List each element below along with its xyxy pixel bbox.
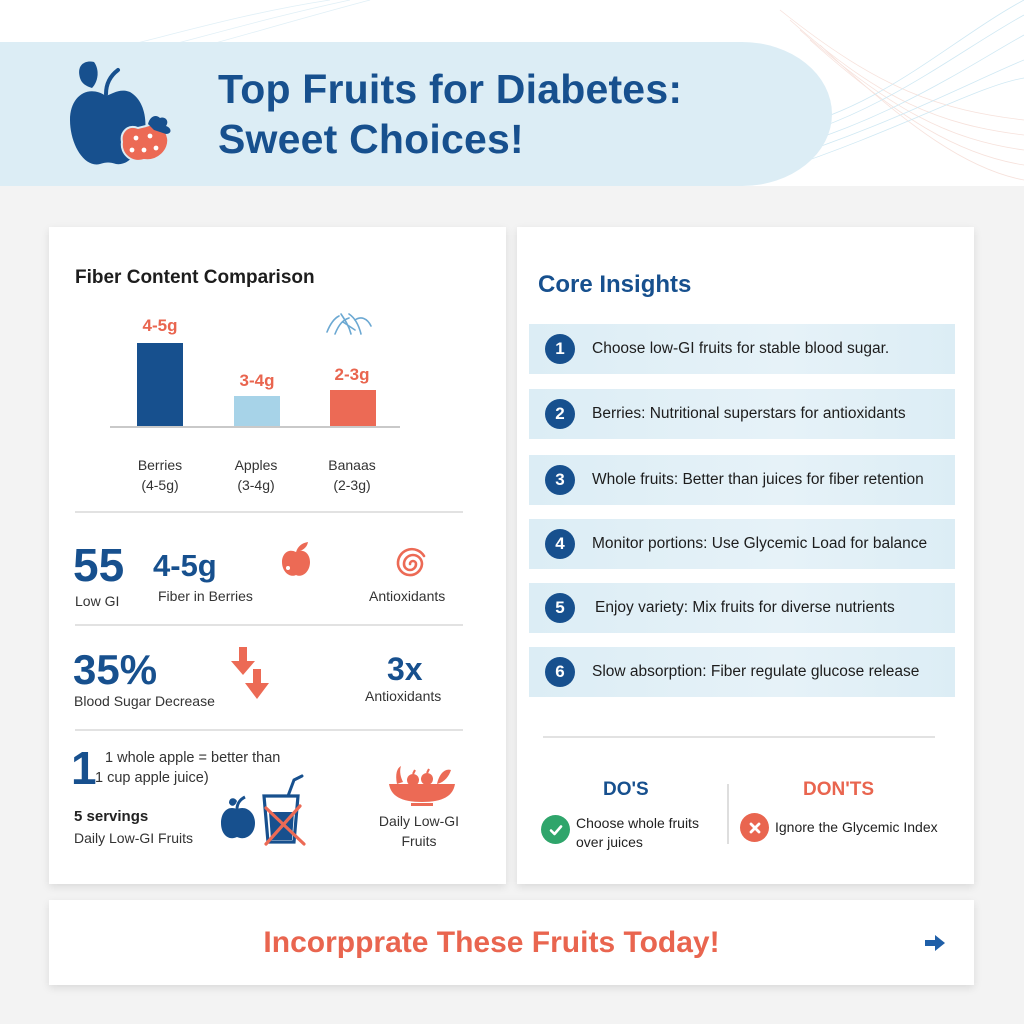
category-name: Berries <box>137 457 183 473</box>
donts-title: DON'TS <box>803 779 875 800</box>
fiber-value: 4-5g <box>153 548 217 583</box>
x-icon <box>740 813 769 842</box>
stats-card: Fiber Content Comparison 4-5g 3-4g 2-3g … <box>49 227 506 884</box>
dont-item: Ignore the Glycemic Index <box>740 813 938 842</box>
insight-text: Enjoy variety: Mix fruits for diverse nu… <box>595 599 895 616</box>
title-line-2: Sweet Choices! <box>218 116 524 162</box>
arrow-right-icon[interactable] <box>925 935 945 951</box>
category-range: (4-5g) <box>141 477 179 493</box>
insight-item: 3 Whole fruits: Better than juices for f… <box>529 455 955 505</box>
insights-title: Core Insights <box>538 271 692 298</box>
category-range: (3-4g) <box>237 477 275 493</box>
bowl-label-line-2: Fruits <box>401 833 437 849</box>
bar-label-apples: Apples (3-4g) <box>211 455 301 495</box>
bar-value-bananas: 2-3g <box>334 365 370 384</box>
insight-item: 4 Monitor portions: Use Glycemic Load fo… <box>529 519 955 569</box>
divider <box>75 511 463 513</box>
insight-text: Slow absorption: Fiber regulate glucose … <box>592 663 920 680</box>
number-badge: 1 <box>545 334 575 364</box>
check-icon <box>541 815 570 844</box>
down-arrows-icon <box>231 647 269 699</box>
antioxidants-multiplier: 3x <box>387 651 423 687</box>
do-text: Choose whole fruits over juices <box>576 814 699 852</box>
blood-sugar-label: Blood Sugar Decrease <box>74 693 215 709</box>
chart-x-axis <box>110 426 400 428</box>
fiber-label: Fiber in Berries <box>158 588 253 604</box>
bar-value-berries: 4-5g <box>142 316 178 335</box>
gi-value: 55 <box>73 539 125 591</box>
insight-text: Berries: Nutritional superstars for anti… <box>592 405 906 422</box>
bar-apples <box>234 396 280 427</box>
number-badge: 4 <box>545 529 575 559</box>
cta-banner[interactable]: Incorpprate These Fruits Today! <box>49 900 974 985</box>
insight-text: Monitor portions: Use Glycemic Load for … <box>592 535 928 552</box>
insights-card: Core Insights 1 Choose low-GI fruits for… <box>517 227 974 884</box>
antioxidants-multiplier-label: Antioxidants <box>365 688 442 704</box>
number-badge: 2 <box>545 399 575 429</box>
title-line-1: Top Fruits for Diabetes: <box>218 66 683 112</box>
servings-title: 5 servings <box>74 808 149 825</box>
insight-text: Choose low-GI fruits for stable blood su… <box>592 340 890 357</box>
insight-item: 6 Slow absorption: Fiber regulate glucos… <box>529 647 955 697</box>
no-juice-icon <box>262 774 306 846</box>
spiral-icon <box>396 547 426 577</box>
do-text-line-1: Choose whole fruits <box>576 815 699 831</box>
apple-icon <box>282 542 310 576</box>
insight-item: 2 Berries: Nutritional superstars for an… <box>529 389 955 439</box>
number-badge: 5 <box>545 593 575 623</box>
dos-title: DO'S <box>603 779 649 800</box>
number-badge: 6 <box>545 657 575 687</box>
comparison-line-2: 1 cup apple juice) <box>95 770 209 786</box>
category-range: (2-3g) <box>333 477 371 493</box>
do-item: Choose whole fruits over juices <box>541 814 699 852</box>
fruit-bowl-icon <box>389 766 455 806</box>
whole-apple-icon <box>221 795 255 839</box>
gi-label: Low GI <box>75 593 120 609</box>
bar-berries <box>137 343 183 427</box>
bar-label-berries: Berries (4-5g) <box>115 455 205 495</box>
comparison-line-1: 1 whole apple = better than <box>105 750 281 766</box>
insight-item: 5 Enjoy variety: Mix fruits for diverse … <box>529 583 955 633</box>
page-title: Top Fruits for Diabetes: Sweet Choices! <box>218 64 682 164</box>
chart-title: Fiber Content Comparison <box>75 267 315 288</box>
bar-label-bananas: Banaas (2-3g) <box>307 455 397 495</box>
apple-berry-icon <box>70 61 171 165</box>
bowl-label-line-1: Daily Low-GI <box>378 813 460 829</box>
bowl-label: Daily Low-GI Fruits <box>349 811 489 851</box>
comparison-number: 1 <box>71 742 97 794</box>
bar-bananas <box>330 390 376 427</box>
divider <box>75 729 463 731</box>
category-name: Apples <box>234 457 278 473</box>
antioxidants-label: Antioxidants <box>369 588 446 604</box>
dont-text: Ignore the Glycemic Index <box>775 819 938 835</box>
do-text-line-2: over juices <box>576 834 643 850</box>
number-badge: 3 <box>545 465 575 495</box>
vertical-divider <box>727 784 729 844</box>
divider <box>543 736 935 738</box>
insight-text: Whole fruits: Better than juices for fib… <box>592 471 924 488</box>
bar-value-apples: 3-4g <box>239 371 275 390</box>
cta-text[interactable]: Incorpprate These Fruits Today! <box>263 925 720 959</box>
blood-sugar-value: 35% <box>73 646 158 693</box>
category-name: Banaas <box>328 457 376 473</box>
fiber-strands-icon <box>326 313 372 335</box>
servings-label: Daily Low-GI Fruits <box>74 830 194 846</box>
insight-item: 1 Choose low-GI fruits for stable blood … <box>529 324 955 374</box>
divider <box>75 624 463 626</box>
